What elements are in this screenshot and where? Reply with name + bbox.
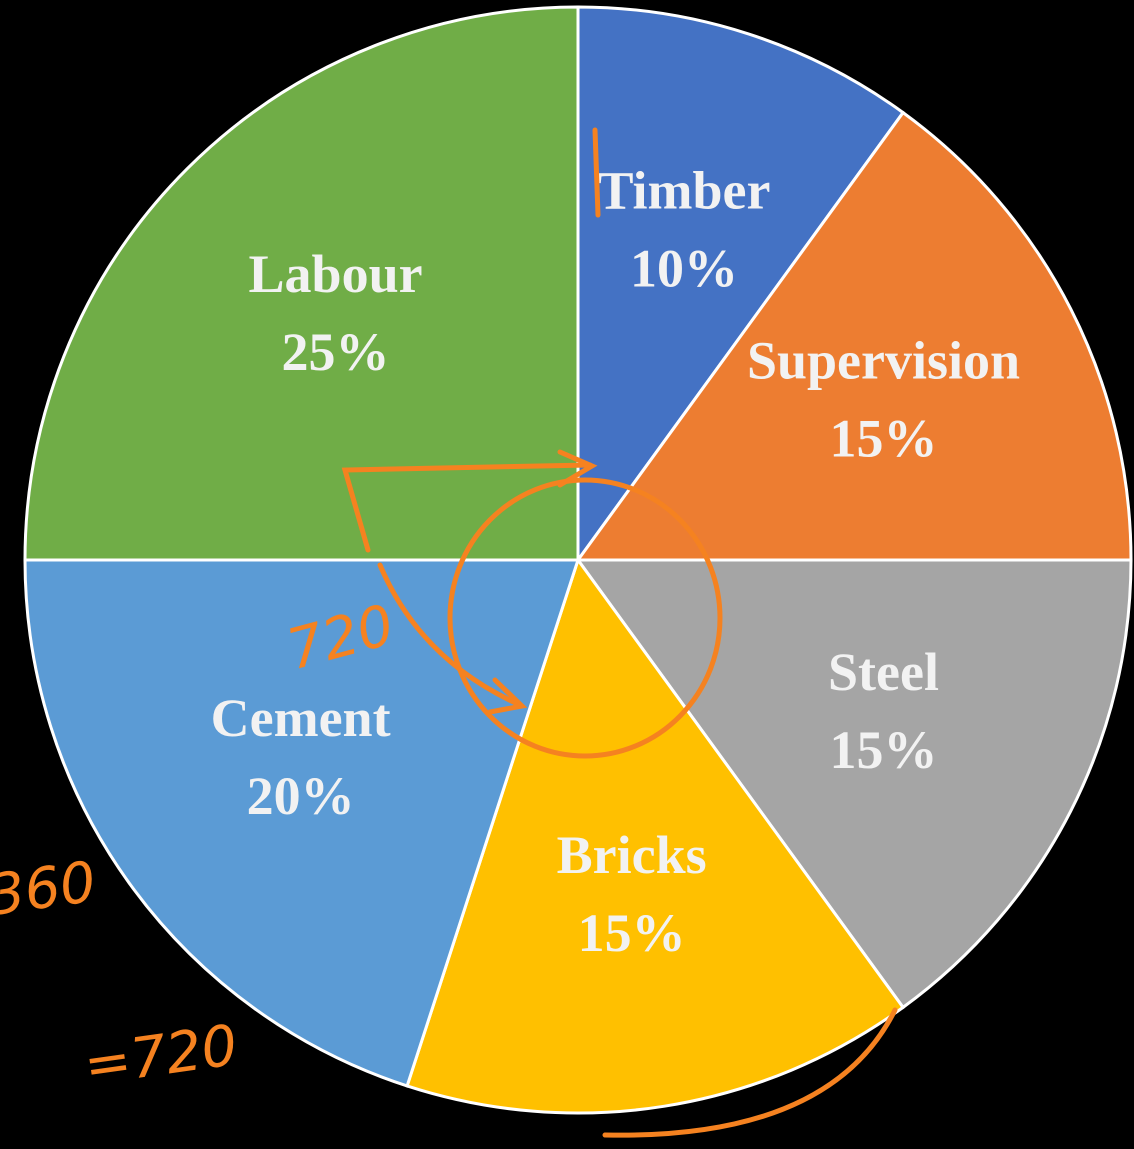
slice-label: Timber bbox=[597, 160, 770, 220]
circle bbox=[447, 477, 723, 759]
annotation: 360 bbox=[0, 850, 100, 929]
slice-label: Supervision bbox=[747, 331, 1020, 391]
pie bbox=[23, 5, 1133, 1115]
annotation: =720 bbox=[80, 1013, 241, 1099]
slice-value-label: 25% bbox=[282, 322, 390, 382]
slice-value-label: 20% bbox=[247, 766, 355, 826]
underline bbox=[602, 1007, 898, 1138]
slice-label: Labour bbox=[249, 244, 423, 304]
tick-stroke bbox=[592, 127, 601, 218]
arrow bbox=[341, 462, 593, 553]
slice bbox=[405, 556, 906, 1115]
slice bbox=[575, 110, 1133, 562]
slice-value-label: 10% bbox=[630, 238, 738, 298]
slice-value-label: 15% bbox=[829, 409, 937, 469]
slice bbox=[576, 5, 906, 565]
slice bbox=[23, 5, 580, 562]
slice bbox=[23, 558, 581, 1088]
arrow-head bbox=[487, 677, 528, 715]
labels: Timber 10%Supervision 15% Steel 15% Bricks 15%… bbox=[211, 160, 1020, 963]
slice-value-label: 15% bbox=[829, 720, 937, 780]
slice-label: Bricks bbox=[557, 825, 707, 885]
handwriting-strokes bbox=[341, 127, 898, 1138]
slice-label: Cement bbox=[211, 688, 391, 748]
arrow bbox=[377, 562, 523, 708]
slice-value-label: 15% bbox=[578, 903, 686, 963]
slice-label: Steel bbox=[828, 642, 939, 702]
slice bbox=[575, 558, 1133, 1010]
